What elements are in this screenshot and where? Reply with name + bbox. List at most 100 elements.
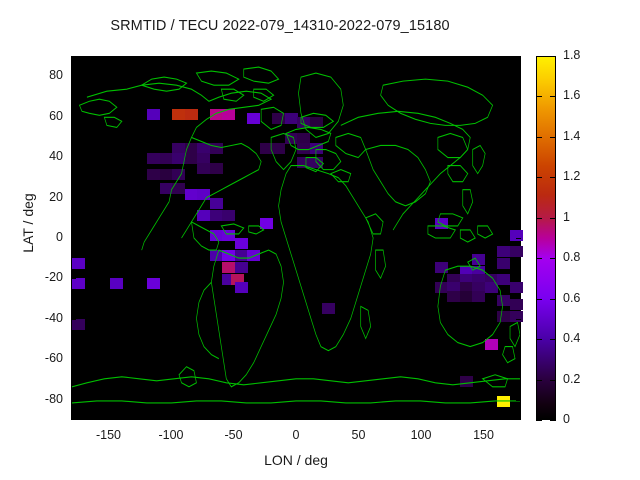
heatmap-cell bbox=[434, 262, 448, 274]
colorbar-tick bbox=[536, 258, 542, 260]
colorbar-tick bbox=[536, 217, 542, 219]
heatmap-cell bbox=[297, 142, 310, 154]
colorbar-tick bbox=[536, 177, 542, 179]
heatmap-cell bbox=[484, 339, 498, 351]
y-axis-tick bbox=[71, 399, 76, 401]
heatmap-cell bbox=[509, 246, 523, 258]
heatmap-cell bbox=[509, 310, 523, 322]
colorbar-tick bbox=[536, 379, 542, 381]
y-axis-ticklabel: 20 bbox=[49, 189, 63, 204]
y-axis-tick bbox=[71, 359, 76, 361]
coastline-overlay bbox=[72, 66, 520, 404]
heatmap-cell bbox=[197, 209, 210, 221]
colorbar-gradient bbox=[536, 56, 556, 420]
heatmap-cell bbox=[259, 217, 273, 229]
x-axis-ticklabel: -100 bbox=[158, 428, 184, 442]
x-axis-tick bbox=[171, 56, 172, 61]
x-axis-ticklabel: 100 bbox=[410, 428, 432, 442]
colorbar-ticklabel: 1.6 bbox=[563, 88, 581, 103]
colorbar-ticklabel: 0.8 bbox=[563, 250, 581, 265]
y-axis-tick bbox=[71, 157, 76, 159]
heatmap-cell bbox=[297, 132, 310, 144]
heatmap-cell bbox=[234, 262, 248, 274]
y-axis-tick bbox=[71, 76, 76, 78]
heatmap-cell bbox=[234, 250, 248, 262]
colorbar-ticklabel: 1.2 bbox=[563, 169, 581, 184]
heatmap-cell bbox=[509, 282, 523, 294]
colorbar-tick bbox=[550, 96, 556, 98]
heatmap-cell bbox=[147, 278, 160, 290]
heatmap-cell bbox=[172, 108, 185, 120]
x-axis-tick bbox=[108, 415, 110, 420]
x-axis-ticklabel: -150 bbox=[95, 428, 122, 442]
x-axis-ticklabel: 0 bbox=[292, 428, 300, 442]
heatmap-cell bbox=[497, 310, 510, 322]
heatmap-cell bbox=[109, 278, 123, 290]
y-axis-ticklabel: -20 bbox=[44, 270, 63, 285]
heatmap-cell bbox=[459, 375, 473, 387]
colorbar-ticklabel: 0 bbox=[563, 412, 570, 426]
y-axis-tick bbox=[516, 318, 521, 320]
colorbar-tick bbox=[536, 96, 542, 98]
heatmap-cell bbox=[159, 153, 173, 165]
heatmap-cell bbox=[297, 157, 310, 169]
heatmap-cell bbox=[497, 294, 510, 306]
y-axis-ticklabel: -80 bbox=[44, 391, 63, 406]
heatmap-cell bbox=[472, 266, 485, 278]
y-axis-tick bbox=[516, 278, 521, 280]
heatmap-cell bbox=[284, 112, 298, 124]
y-axis-tick bbox=[71, 197, 76, 199]
y-axis-tick bbox=[71, 278, 76, 280]
heatmap-cell bbox=[234, 237, 248, 249]
x-axis-tick bbox=[171, 415, 172, 420]
heatmap-cell bbox=[147, 153, 160, 165]
heatmap-cell bbox=[197, 153, 210, 165]
heatmap-cell bbox=[72, 278, 85, 290]
heatmap-cell bbox=[172, 169, 185, 181]
heatmap-cell bbox=[447, 290, 460, 302]
colorbar-tick bbox=[550, 379, 556, 381]
heatmap-cell bbox=[184, 108, 198, 120]
y-axis-tick bbox=[71, 116, 76, 118]
y-axis-ticklabel: -40 bbox=[44, 310, 63, 325]
x-axis-ticklabel: 50 bbox=[351, 428, 366, 442]
y-axis-tick bbox=[71, 238, 76, 239]
colorbar-ticklabel: 0.6 bbox=[563, 290, 581, 305]
heatmap-cell bbox=[209, 209, 223, 221]
y-axis-tick bbox=[516, 238, 521, 239]
x-axis-tick bbox=[233, 415, 235, 420]
colorbar-tick bbox=[550, 56, 556, 57]
x-axis-tick bbox=[483, 415, 485, 420]
heatmap-cell bbox=[509, 229, 523, 241]
heatmap-cell bbox=[172, 142, 185, 154]
heatmap-cell bbox=[497, 246, 510, 258]
x-axis-ticklabel: -50 bbox=[224, 428, 243, 442]
heatmap-cell bbox=[222, 229, 235, 241]
heatmap-cell bbox=[459, 290, 473, 302]
x-axis-tick bbox=[483, 56, 485, 61]
colorbar-tick bbox=[550, 136, 556, 138]
colorbar-tick bbox=[536, 136, 542, 138]
x-axis-ticklabel: 150 bbox=[473, 428, 494, 442]
y-axis-tick bbox=[516, 76, 521, 78]
y-axis-tick bbox=[516, 399, 521, 401]
y-axis-ticklabel: 80 bbox=[49, 68, 63, 83]
heatmap-cell bbox=[497, 258, 510, 270]
x-axis-tick bbox=[358, 415, 360, 420]
heatmap-cell bbox=[209, 229, 223, 241]
heatmap-cell bbox=[472, 254, 485, 266]
heatmap-cell bbox=[147, 108, 160, 120]
x-axis-tick bbox=[358, 56, 360, 61]
colorbar-ticklabel: 0.2 bbox=[563, 371, 581, 386]
y-axis-ticklabel: 40 bbox=[49, 149, 63, 164]
heatmap-cell bbox=[222, 274, 235, 286]
heatmap-cell bbox=[172, 183, 185, 195]
map-plot-area[interactable] bbox=[71, 56, 523, 420]
y-axis-ticklabel: 0 bbox=[56, 230, 63, 244]
colorbar-tick bbox=[536, 420, 542, 421]
y-axis-tick bbox=[516, 116, 521, 118]
heatmap-cell bbox=[222, 108, 235, 120]
heatmap-cell bbox=[484, 282, 498, 294]
heatmap-cell bbox=[484, 274, 498, 286]
heatmap-cell bbox=[284, 132, 298, 144]
